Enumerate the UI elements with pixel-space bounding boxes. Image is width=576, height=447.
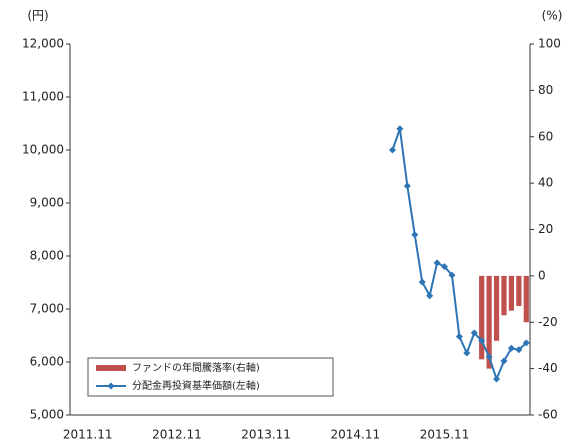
bar (508, 275, 515, 311)
marker (388, 146, 396, 154)
marker (507, 344, 515, 352)
line (391, 128, 527, 382)
y2-tick-label: -20 (538, 315, 558, 329)
y-tick-label: 7,000 (30, 302, 64, 316)
y2-tick-label: 20 (538, 222, 553, 236)
legend-label: 分配金再投資基準価額(左軸) (132, 379, 260, 392)
bar (523, 275, 529, 323)
y2-tick-label: 80 (538, 83, 553, 97)
marker (455, 333, 463, 341)
y2-tick-label: -60 (538, 408, 558, 422)
marker (470, 329, 478, 337)
bar (479, 275, 485, 360)
marker (463, 349, 471, 357)
marker (396, 125, 404, 133)
y2-tick-label: 0 (538, 268, 546, 282)
y-axis-unit: (円) (27, 9, 48, 23)
y-tick-label: 12,000 (22, 37, 64, 51)
marker (411, 231, 419, 239)
marker (403, 182, 411, 190)
marker (515, 346, 523, 354)
y2-tick-label: -40 (538, 361, 558, 375)
y2-axis-unit: (%) (542, 9, 563, 23)
x-tick-label: 2013.11 (241, 428, 291, 442)
x-tick-label: 2012.11 (152, 428, 202, 442)
y-tick-label: 9,000 (30, 196, 64, 210)
marker (493, 375, 501, 383)
bar (501, 275, 507, 316)
legend-box (87, 357, 334, 397)
bar (486, 275, 492, 369)
y-tick-label: 8,000 (30, 249, 64, 263)
marker (448, 271, 456, 279)
y-tick-label: 6,000 (30, 355, 64, 369)
marker (441, 263, 449, 271)
marker (426, 292, 434, 300)
marker (433, 259, 441, 267)
marker (478, 337, 486, 345)
legend-label: ファンドの年間騰落率(右軸) (132, 361, 260, 374)
y-tick-label: 10,000 (22, 143, 64, 157)
marker (485, 353, 493, 361)
x-tick-label: 2014.11 (331, 428, 381, 442)
marker (418, 278, 426, 286)
y-tick-label: 5,000 (30, 408, 64, 422)
x-tick-label: 2011.11 (63, 428, 113, 442)
y2-tick-label: 60 (538, 129, 553, 143)
marker (500, 357, 508, 365)
y2-tick-label: 100 (538, 37, 561, 51)
y2-tick-label: 40 (538, 176, 553, 190)
legend-swatch (96, 365, 126, 371)
bar (493, 275, 500, 341)
y-tick-label: 11,000 (22, 90, 64, 104)
bar (516, 275, 522, 307)
marker (522, 339, 530, 347)
x-tick-label: 2015.11 (420, 428, 470, 442)
legend-marker (107, 382, 115, 390)
